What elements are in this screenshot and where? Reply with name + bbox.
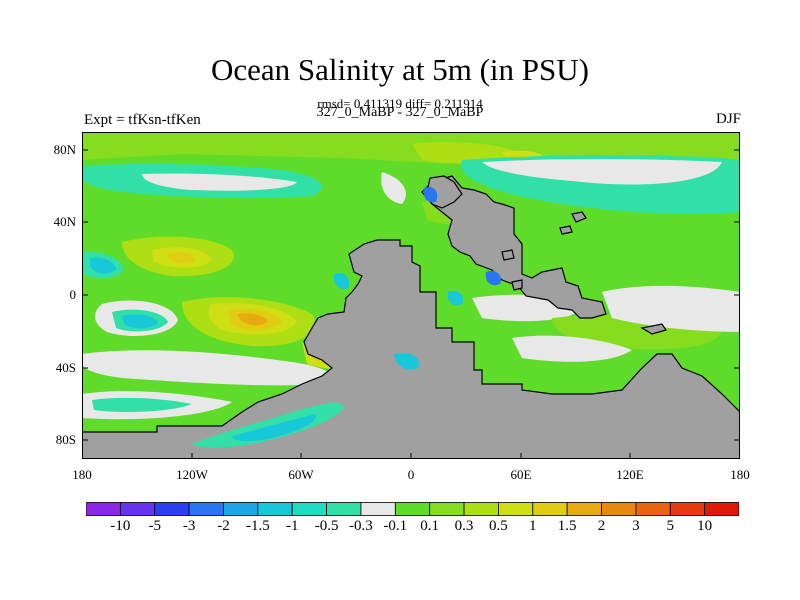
colorbar-label: 2 — [597, 518, 606, 534]
colorbar-box — [86, 502, 121, 516]
colorbar — [86, 502, 739, 516]
lon-tick-label: 60E — [510, 467, 532, 482]
colorbar-box — [429, 502, 465, 516]
lat-tick-label: 80N — [53, 142, 76, 157]
lon-tick-label: 120E — [616, 467, 644, 482]
colorbar-box — [566, 502, 602, 516]
colorbar-box — [635, 502, 671, 516]
plot-title: Ocean Salinity at 5m (in PSU) — [211, 52, 589, 87]
lon-tick-label: 120W — [176, 467, 208, 482]
colorbar-label: 1.5 — [557, 518, 577, 534]
colorbar-label: 0.5 — [489, 518, 508, 534]
colorbar-box — [154, 502, 190, 516]
colorbar-box — [601, 502, 637, 516]
lat-tick-label: 40N — [53, 214, 76, 229]
colorbar-box — [669, 502, 706, 516]
colorbar-label: -3 — [182, 518, 196, 534]
colorbar-box — [188, 502, 224, 516]
colorbar-label: -5 — [148, 518, 161, 534]
experiment-label: Expt = tfKsn-tfKen — [84, 112, 201, 128]
colorbar-label: -1.5 — [245, 518, 270, 534]
colorbar-label: 5 — [666, 518, 675, 534]
colorbar-box — [360, 502, 396, 516]
map-canvas — [82, 132, 740, 459]
colorbar-box — [223, 502, 259, 516]
colorbar-box — [257, 502, 293, 516]
colorbar-label: -0.3 — [349, 518, 373, 534]
stats-subtitle: rmsd= 0.411319 diff= 0.211914 — [317, 96, 483, 111]
colorbar-box — [704, 502, 739, 516]
southern-band — [82, 350, 332, 386]
season-label: DJF — [715, 111, 741, 127]
lat-tick-label: 80S — [55, 432, 76, 447]
colorbar-box — [463, 502, 499, 516]
colorbar-label: -0.1 — [383, 518, 408, 534]
lon-tick-label: 0 — [407, 467, 415, 482]
colorbar-box — [291, 502, 327, 516]
colorbar-box — [532, 502, 568, 516]
colorbar-label: 0.1 — [420, 518, 440, 534]
axis-ticks — [82, 149, 740, 459]
colorbar-label: -1 — [285, 518, 299, 534]
colorbar-label: 10 — [697, 518, 713, 534]
colorbar-label: 1 — [529, 518, 537, 534]
colorbar-label: 3 — [632, 518, 640, 534]
colorbar-box — [498, 502, 534, 516]
colorbar-label: 0.3 — [454, 518, 474, 534]
colorbar-label: -0.5 — [314, 518, 339, 534]
colorbar-box — [394, 502, 431, 516]
lat-tick-label: 40S — [55, 360, 76, 375]
lon-tick-label: 180 — [72, 467, 92, 482]
colorbar-box — [326, 502, 362, 516]
salinity-map — [82, 132, 740, 459]
colorbar-label: -10 — [110, 518, 131, 534]
lon-tick-label: 60W — [288, 467, 314, 482]
lon-tick-label: 180 — [730, 467, 750, 482]
colorbar-box — [119, 502, 156, 516]
period-label: 327_0_MaBP - 327_0_MaBP — [316, 105, 484, 120]
colorbar-label: -2 — [217, 518, 230, 534]
lat-tick-label: 0 — [69, 287, 77, 302]
